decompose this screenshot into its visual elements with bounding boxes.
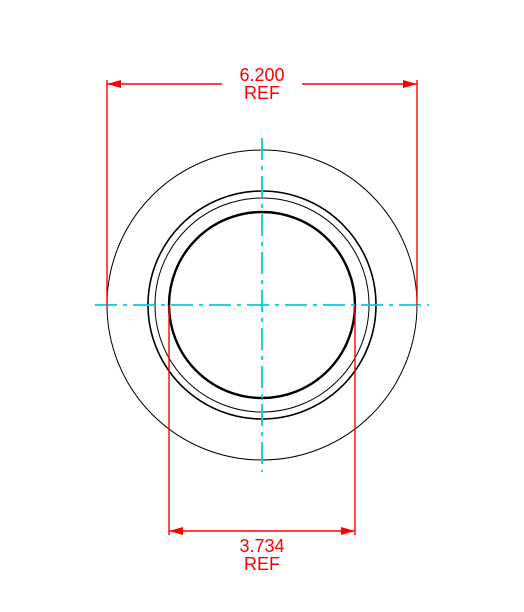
- dim-inner-ref: REF: [244, 554, 280, 574]
- dimension-arrow: [169, 527, 183, 535]
- dimension-arrow: [403, 80, 417, 88]
- dimension-arrow: [341, 527, 355, 535]
- dim-outer-value: 6.200: [239, 65, 284, 85]
- dim-outer-ref: REF: [244, 83, 280, 103]
- dim-inner-value: 3.734: [239, 536, 284, 556]
- dimension-arrow: [107, 80, 121, 88]
